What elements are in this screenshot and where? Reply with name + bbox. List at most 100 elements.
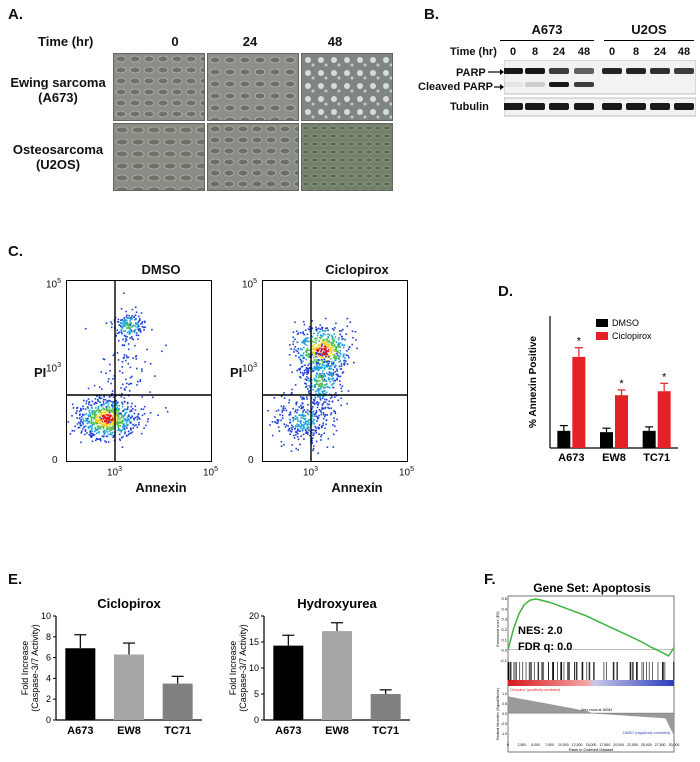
cpx-dot (346, 325, 349, 328)
cpx-dot (311, 417, 313, 420)
cpx-dot (329, 346, 331, 349)
cpx-dot (314, 425, 316, 428)
cpx-dot (347, 355, 349, 357)
dmso-dot (126, 356, 128, 359)
cpx-dot (280, 445, 283, 447)
cpx-dot (298, 368, 300, 370)
cpx-dot (283, 409, 285, 412)
dmso-dot (121, 319, 123, 321)
dmso-dot (130, 326, 132, 329)
dmso-dot (99, 422, 101, 424)
dmso-dot (133, 417, 135, 420)
cpx-dot (296, 369, 298, 372)
dmso-dot (135, 332, 138, 334)
gsea-plot: Gene Set: Apoptosis0.50.40.30.20.10.0-0.… (496, 581, 679, 753)
cpx-dot (298, 356, 300, 359)
d-significance-ew8: * (619, 378, 624, 390)
dmso-dot (116, 404, 118, 406)
flow-ciclopirox-ytick-0: 0 (248, 455, 254, 466)
cpx-dot (313, 386, 316, 388)
dmso-dot (137, 413, 140, 415)
dmso-dot (83, 420, 85, 422)
cpx-dot (312, 449, 314, 452)
cpx-dot (312, 345, 314, 347)
dmso-dot (85, 418, 87, 420)
cpx-dot (333, 420, 335, 422)
f-y2tick-3: -0.5 (501, 722, 507, 726)
dmso-dot (101, 417, 103, 420)
dmso-dot (121, 327, 124, 329)
cpx-dot (324, 414, 327, 416)
cpx-dot (320, 439, 322, 441)
cpx-dot (277, 426, 280, 428)
dmso-dot (134, 314, 137, 316)
cpx-dot (301, 428, 304, 430)
cpx-dot (290, 427, 293, 429)
cpx-dot (317, 344, 320, 347)
cpx-dot (333, 340, 336, 342)
dmso-dot (143, 427, 145, 429)
cpx-dot (301, 413, 304, 416)
dmso-dot (129, 324, 131, 327)
dmso-dot (108, 427, 111, 429)
cpx-dot (304, 429, 307, 432)
dmso-dot (104, 418, 107, 420)
cpx-dot (331, 362, 333, 365)
cpx-dot (315, 376, 318, 378)
annexin-bar-chart: % Annexin Positive *A673*EW8*TC71DMSOCicl… (528, 316, 678, 464)
dmso-dot (126, 427, 128, 429)
dmso-dot (94, 412, 97, 414)
cpx-dot (313, 341, 315, 343)
cpx-dot (308, 410, 311, 413)
cpx-dot (319, 337, 322, 340)
d-legend-label-dmso: DMSO (612, 318, 639, 328)
cpx-dot (336, 370, 338, 372)
dmso-dot (133, 424, 136, 427)
dmso-dot (122, 325, 124, 327)
cpx-dot (319, 336, 321, 339)
dmso-dot (121, 344, 124, 346)
dmso-dot (112, 426, 114, 428)
e2-ylabel-2: (Caspase-3/7 Activity) (238, 624, 248, 712)
dmso-dot (133, 316, 135, 318)
dmso-dot (95, 410, 97, 413)
blot-time-header: Time (hr) (450, 46, 497, 58)
dmso-dot (106, 423, 108, 426)
cpx-dot (324, 386, 327, 389)
cpx-dot (297, 449, 299, 451)
cpx-dot (323, 341, 325, 343)
cpx-dot (336, 375, 339, 377)
dmso-dot (161, 350, 163, 353)
dmso-dot (106, 416, 109, 419)
dmso-dot (122, 415, 125, 417)
dmso-dot (115, 415, 118, 418)
cpx-dot (336, 368, 338, 371)
blot-time-4: 0 (608, 46, 616, 58)
cpx-dot (323, 364, 325, 367)
cpx-dot (346, 402, 348, 405)
cpx-dot (323, 352, 325, 355)
cpx-dot (304, 369, 307, 371)
cpx-dot (299, 414, 302, 416)
cpx-dot (317, 349, 319, 351)
dmso-dot (94, 416, 96, 418)
cpx-dot (320, 367, 322, 370)
cpx-dot (312, 401, 314, 404)
dmso-dot (118, 429, 121, 431)
cpx-dot (288, 354, 291, 356)
cpx-dot (315, 372, 318, 374)
dmso-dot (82, 423, 84, 425)
cpx-dot (302, 331, 304, 333)
cpx-dot (296, 418, 299, 420)
cpx-dot (327, 355, 330, 358)
dmso-dot (128, 415, 130, 417)
cpx-dot (322, 376, 324, 378)
cpx-dot (318, 424, 321, 426)
cpx-dot (312, 388, 314, 391)
cpx-dot (321, 391, 324, 394)
dmso-dot (118, 413, 120, 415)
dmso-dot (82, 414, 84, 417)
dmso-dot (125, 418, 127, 420)
cpx-dot (305, 337, 307, 339)
dmso-dot (102, 427, 105, 430)
